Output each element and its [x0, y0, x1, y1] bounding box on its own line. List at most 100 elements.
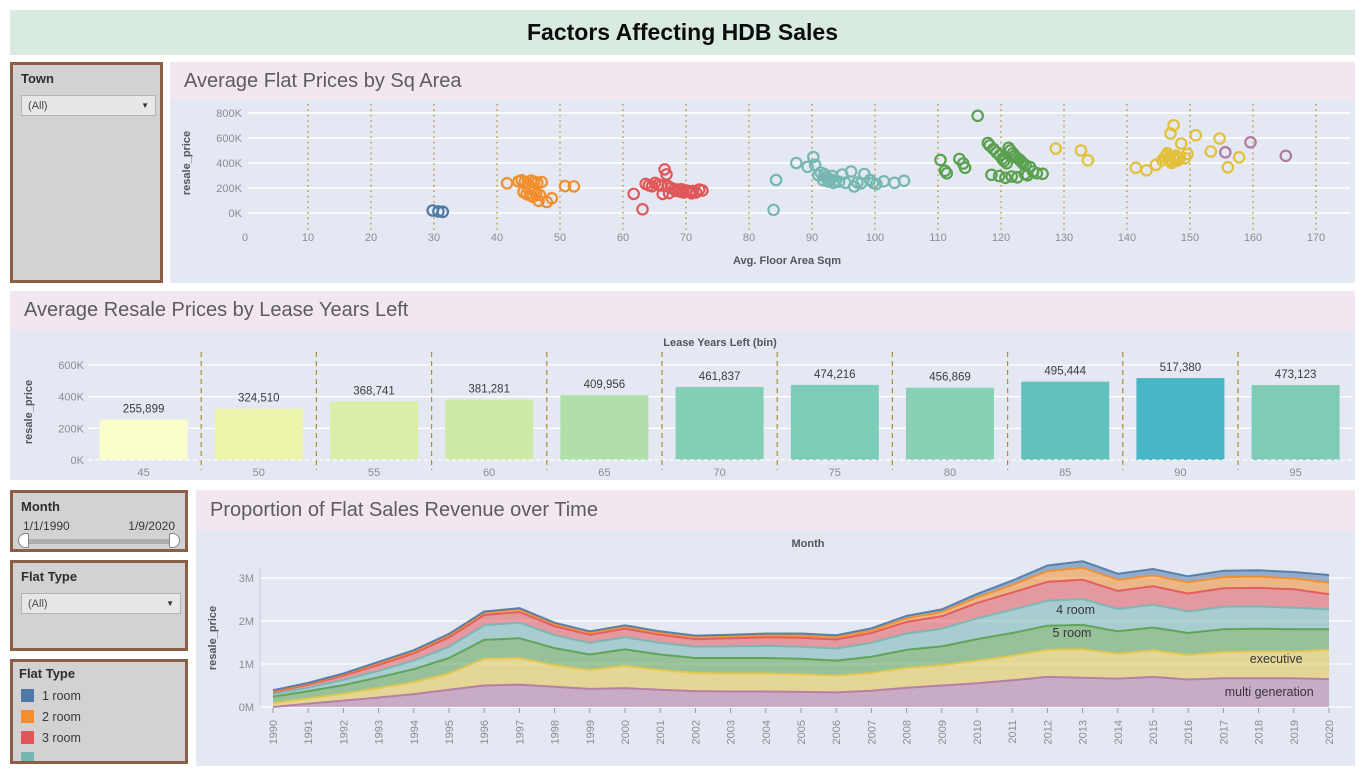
svg-text:2020: 2020 [1324, 720, 1336, 744]
svg-text:200K: 200K [216, 183, 242, 195]
scatter-title-strip: Average Flat Prices by Sq Area [170, 62, 1355, 100]
area-canvas[interactable]: 0M 1M 2M 3M Month resale_price 1990 1991 1992 199… [196, 530, 1355, 766]
bar-70 [675, 386, 764, 460]
legend-item-3[interactable] [21, 748, 185, 761]
svg-text:160: 160 [1244, 232, 1262, 244]
svg-text:2018: 2018 [1254, 720, 1266, 744]
svg-text:resale_price: resale_price [207, 606, 219, 670]
legend-swatch-icon [21, 710, 34, 723]
flat-type-legend-title: Flat Type [19, 666, 76, 681]
svg-text:2010: 2010 [972, 720, 984, 744]
dashboard-title-banner: Factors Affecting HDB Sales [10, 10, 1355, 55]
svg-text:2016: 2016 [1183, 720, 1195, 744]
svg-text:1995: 1995 [444, 720, 456, 744]
svg-text:90: 90 [806, 232, 818, 244]
legend-item-label: 2 room [42, 709, 81, 724]
svg-text:1999: 1999 [585, 720, 597, 744]
month-slider-track[interactable] [21, 539, 177, 544]
scatter-series-3-room[interactable] [627, 163, 709, 216]
area-band-4-room[interactable] [273, 599, 1329, 697]
area-band-2-room[interactable] [273, 567, 1329, 692]
svg-text:368,741: 368,741 [353, 386, 395, 398]
area-band-5-room[interactable] [273, 624, 1329, 704]
svg-text:0K: 0K [71, 455, 85, 467]
bar-marks[interactable] [99, 378, 1340, 460]
town-filter-panel: Town (All) ▼ [10, 62, 163, 283]
area-chart[interactable]: 0M 1M 2M 3M Month resale_price 1990 1991 1992 199… [196, 530, 1355, 766]
svg-text:2002: 2002 [690, 720, 702, 744]
month-range-start: 1/1/1990 [23, 519, 70, 533]
bar-title-strip: Average Resale Prices by Lease Years Lef… [10, 291, 1355, 330]
scatter-chart[interactable]: 0K 200K 400K 600K 800K 0 10 20 30 40 50 60 70 80 90 100… [170, 100, 1355, 283]
svg-text:60: 60 [483, 467, 495, 479]
area-band-executive[interactable] [273, 649, 1329, 707]
svg-text:2017: 2017 [1218, 720, 1230, 744]
svg-text:0K: 0K [229, 208, 243, 220]
bar-canvas[interactable]: 0K 200K 400K 600K Lease Years Left (bin) resa… [10, 330, 1355, 480]
bar-45 [99, 419, 188, 460]
svg-text:1994: 1994 [409, 720, 421, 744]
svg-text:200K: 200K [58, 423, 84, 435]
scatter-series-multi-generation[interactable] [1219, 135, 1293, 163]
svg-text:456,869: 456,869 [929, 372, 971, 384]
scatter-series-1-room[interactable] [426, 204, 450, 219]
svg-text:324,510: 324,510 [238, 393, 280, 405]
town-filter-label: Town [21, 71, 54, 86]
svg-text:60: 60 [617, 232, 629, 244]
town-filter-dropdown[interactable]: (All) ▼ [21, 95, 156, 116]
scatter-canvas[interactable]: 0K 200K 400K 600K 800K 0 10 20 30 40 50 60 70 80 90 100… [170, 100, 1355, 283]
svg-text:2001: 2001 [655, 720, 667, 744]
month-range-end: 1/9/2020 [128, 519, 175, 533]
svg-text:2008: 2008 [902, 720, 914, 744]
svg-text:multi generation: multi generation [1225, 685, 1314, 699]
svg-text:600K: 600K [58, 360, 84, 372]
svg-text:1993: 1993 [374, 720, 386, 744]
svg-text:517,380: 517,380 [1160, 362, 1202, 374]
svg-text:4 room: 4 room [1056, 603, 1095, 617]
flat-type-filter-value: (All) [28, 597, 48, 610]
bar-65 [560, 395, 649, 460]
area-band-1-room[interactable] [273, 561, 1329, 692]
svg-text:100: 100 [866, 232, 884, 244]
svg-text:Lease Years Left (bin): Lease Years Left (bin) [663, 337, 777, 349]
bar-chart-title: Average Resale Prices by Lease Years Lef… [24, 299, 409, 321]
svg-text:495,444: 495,444 [1044, 366, 1086, 378]
legend-item-2-room[interactable]: 2 room [21, 706, 185, 727]
month-slider-handle-end[interactable] [169, 533, 180, 548]
svg-text:1996: 1996 [479, 720, 491, 744]
svg-text:40: 40 [491, 232, 503, 244]
month-slider-handle-start[interactable] [18, 533, 29, 548]
svg-text:2000: 2000 [620, 720, 632, 744]
svg-text:0M: 0M [239, 702, 254, 714]
scatter-series-executive[interactable] [1049, 118, 1246, 177]
svg-text:1992: 1992 [338, 720, 350, 744]
bar-chart[interactable]: 0K 200K 400K 600K Lease Years Left (bin) resa… [10, 330, 1355, 480]
svg-text:20: 20 [365, 232, 377, 244]
svg-text:resale_price: resale_price [23, 380, 35, 444]
svg-text:130: 130 [1055, 232, 1073, 244]
svg-text:3M: 3M [239, 573, 254, 585]
flat-type-filter-dropdown[interactable]: (All) ▼ [21, 593, 181, 614]
area-band-3-room[interactable] [273, 579, 1329, 695]
svg-text:10: 10 [302, 232, 314, 244]
scatter-series-2-room[interactable] [500, 174, 581, 209]
legend-item-label: 3 room [42, 730, 81, 745]
scatter-series-4-room[interactable] [767, 150, 911, 217]
svg-text:resale_price: resale_price [181, 131, 193, 195]
town-filter-value: (All) [28, 99, 48, 112]
page-title: Factors Affecting HDB Sales [527, 19, 838, 45]
bar-85 [1021, 381, 1110, 460]
flat-type-legend-items: 1 room 2 room 3 room [13, 685, 185, 761]
svg-text:1998: 1998 [550, 720, 562, 744]
month-filter-label: Month [21, 499, 60, 514]
svg-text:461,837: 461,837 [699, 371, 741, 383]
svg-text:executive: executive [1250, 652, 1303, 666]
legend-item-3-room[interactable]: 3 room [21, 727, 185, 748]
svg-text:409,956: 409,956 [584, 379, 626, 391]
svg-text:80: 80 [743, 232, 755, 244]
scatter-series-5-room[interactable] [934, 109, 1049, 185]
bar-75 [790, 384, 879, 460]
svg-text:Avg. Floor Area Sqm: Avg. Floor Area Sqm [733, 255, 841, 267]
legend-item-1-room[interactable]: 1 room [21, 685, 185, 706]
